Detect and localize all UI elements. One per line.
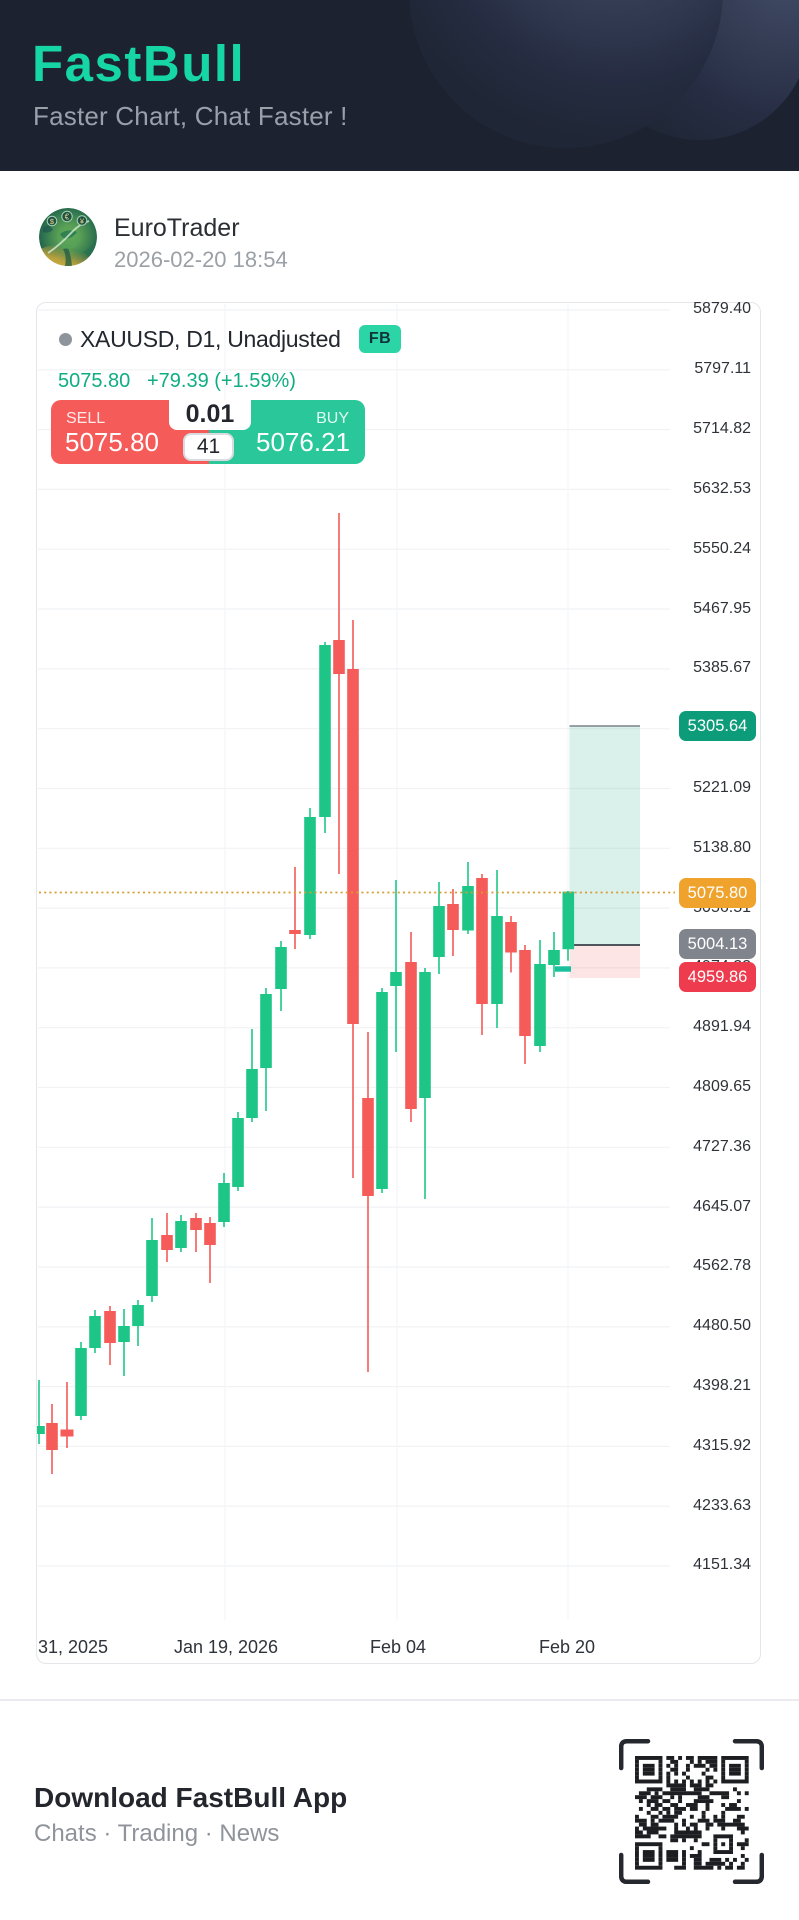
svg-text:¥: ¥ bbox=[80, 217, 85, 226]
svg-text:$: $ bbox=[50, 217, 55, 226]
svg-text:€: € bbox=[65, 213, 70, 222]
